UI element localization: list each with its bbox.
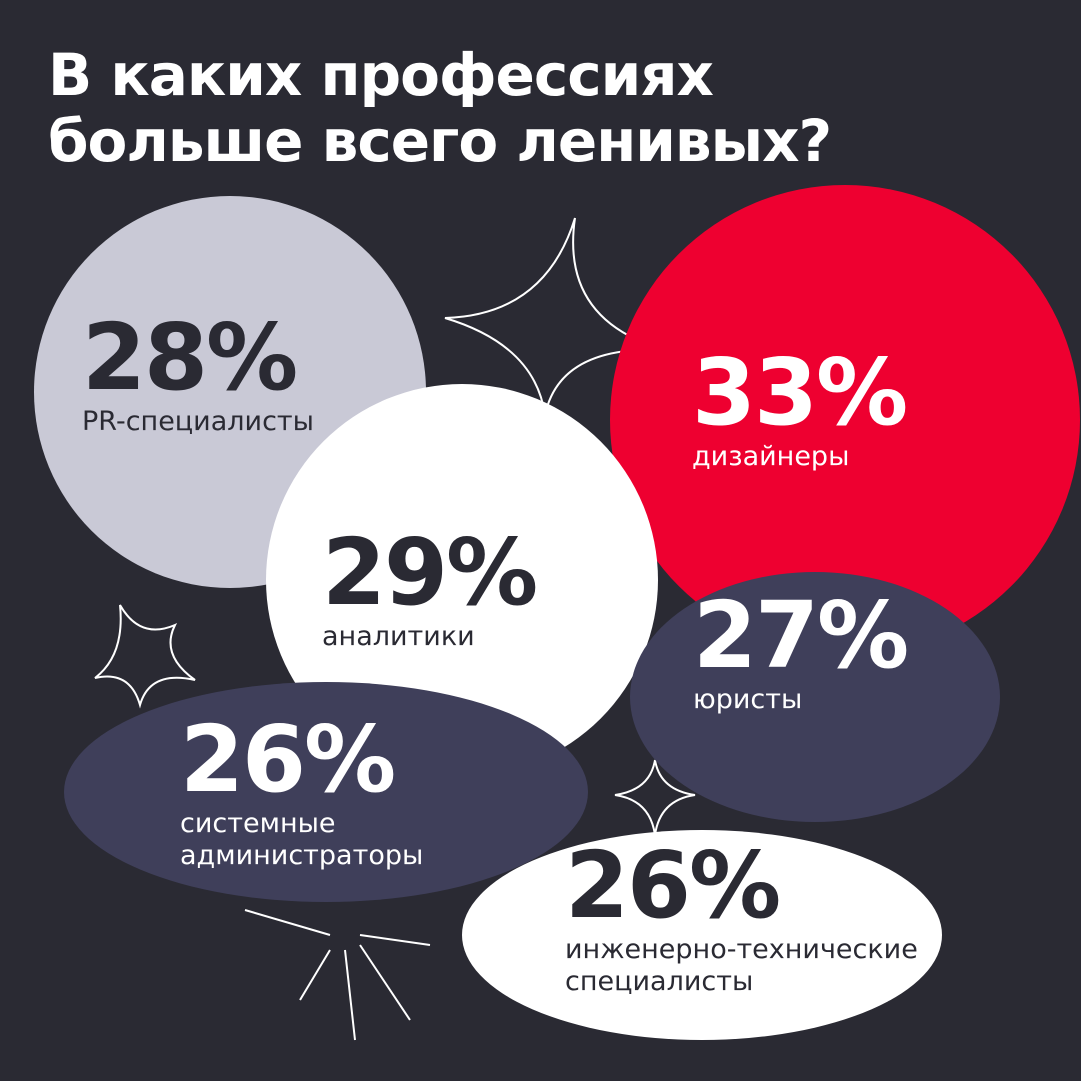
label: инженерно-технические: [565, 934, 918, 965]
bubble: [610, 185, 1080, 655]
item: 29% аналитики: [322, 519, 538, 653]
percent: 28%: [82, 304, 298, 411]
percent: 29%: [322, 519, 538, 626]
item: 27% юристы: [693, 582, 909, 716]
percent: 26%: [565, 832, 781, 939]
percent: 27%: [693, 582, 909, 689]
item: 26% инженерно-технические специалисты: [565, 838, 918, 998]
bubble: [266, 384, 658, 776]
title: В каких профессиях больше всего ленивых?: [48, 41, 832, 175]
label: аналитики: [322, 621, 475, 652]
item: 28% PR-специалисты: [82, 310, 314, 438]
label: специалисты: [565, 966, 754, 997]
percent: 26%: [180, 706, 396, 813]
bubble: [462, 830, 942, 1040]
item: 26% системные администраторы: [180, 712, 423, 872]
burst: [244, 909, 431, 1041]
label: PR-специалисты: [82, 406, 314, 437]
label: юристы: [693, 684, 803, 715]
item: 33% дизайнеры: [692, 339, 908, 473]
title-line: больше всего ленивых?: [48, 107, 832, 175]
label: дизайнеры: [692, 441, 850, 472]
percent: 33%: [692, 339, 908, 446]
label: системные: [180, 808, 336, 839]
bubble: [630, 572, 1000, 822]
bubble: [64, 682, 588, 902]
label: администраторы: [180, 840, 424, 871]
title-line: В каких профессиях: [48, 41, 714, 109]
star: [94, 604, 196, 709]
